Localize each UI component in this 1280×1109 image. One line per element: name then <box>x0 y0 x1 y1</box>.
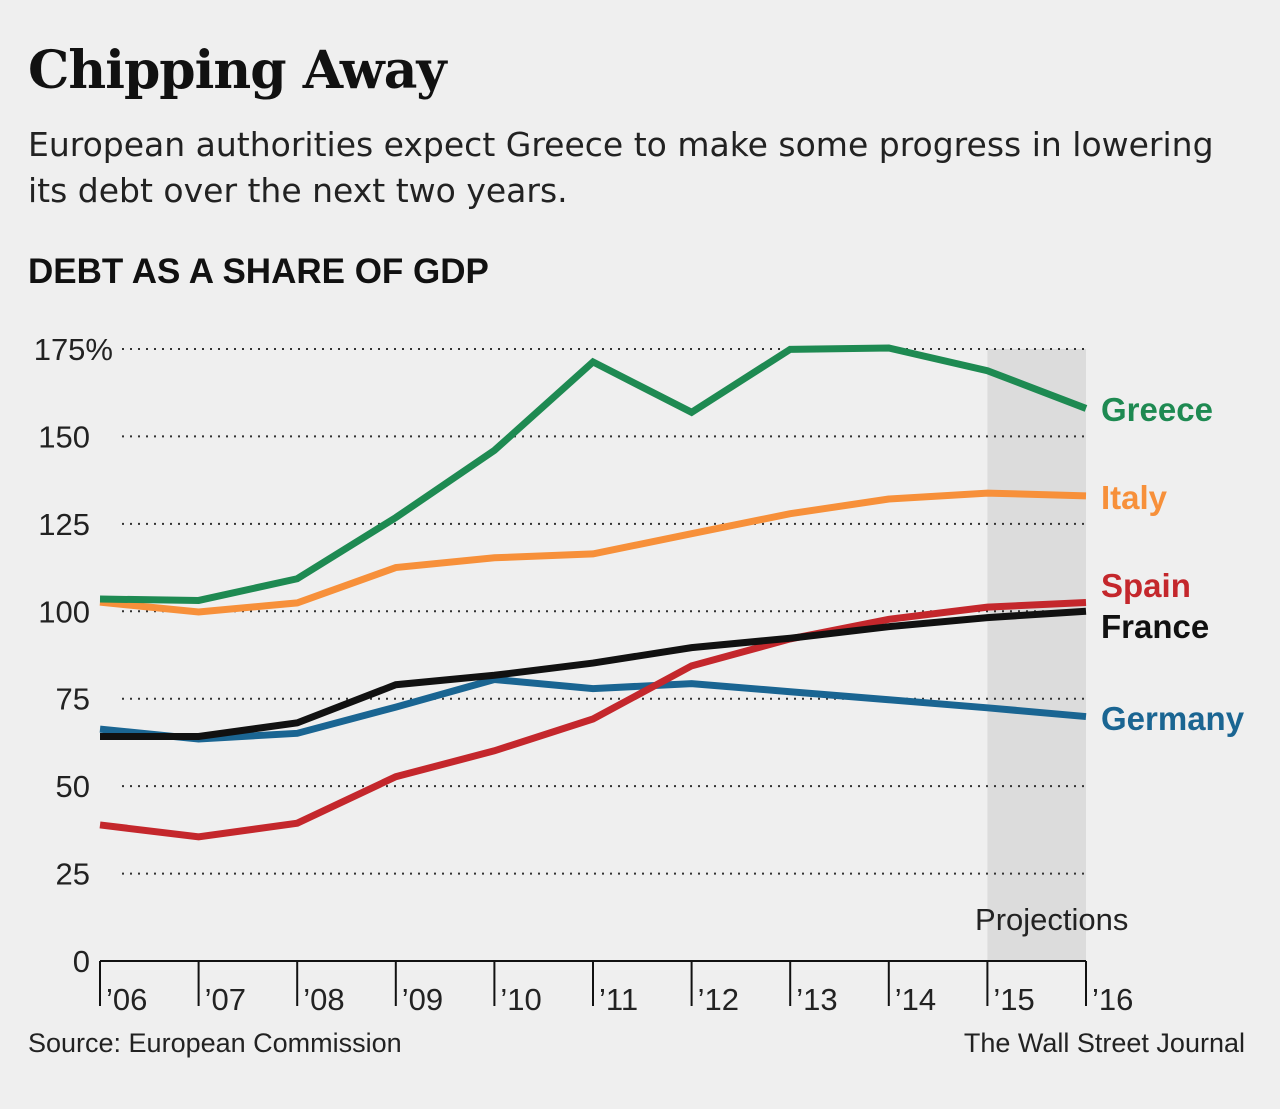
series-line-italy <box>99 489 1087 616</box>
x-tick-label: ’12 <box>698 982 739 1017</box>
projection-label: Projections <box>975 902 1128 937</box>
chart-subtitle: European authorities expect Greece to ma… <box>28 125 1214 210</box>
series-line-germany <box>99 675 1087 743</box>
projection-band <box>987 349 1086 961</box>
y-tick-label: 125 <box>38 507 90 542</box>
series-lines <box>99 344 1088 841</box>
x-tick-label: ’07 <box>205 982 246 1017</box>
x-tick-label: ’11 <box>599 982 638 1017</box>
y-tick-labels: 0 25 50 75 100 125 150 175% <box>34 332 113 979</box>
series-label-spain: Spain <box>1101 567 1191 604</box>
chart-title: Chipping Away <box>28 40 447 101</box>
series-label-italy: Italy <box>1101 479 1168 516</box>
series-label-germany: Germany <box>1101 700 1245 737</box>
x-tick-label: ’08 <box>303 982 344 1017</box>
series-labels: Greece Italy Spain France Germany <box>1101 391 1245 737</box>
series-line-france <box>100 607 1087 740</box>
y-tick-label: 75 <box>56 682 90 717</box>
series-label-france: France <box>1101 608 1209 645</box>
source-note: Source: European Commission <box>28 1028 402 1058</box>
gridlines <box>122 348 1086 875</box>
x-tick-label: ’13 <box>796 982 837 1017</box>
x-tick-label: ’16 <box>1092 982 1133 1017</box>
x-tick-label: ’06 <box>106 982 147 1017</box>
axes <box>99 960 1087 1006</box>
series-line-greece <box>99 344 1088 604</box>
x-tick-label: ’15 <box>993 982 1034 1017</box>
x-tick-label: ’14 <box>895 982 936 1017</box>
y-tick-label: 175% <box>34 332 113 367</box>
credit-note: The Wall Street Journal <box>963 1028 1245 1058</box>
y-tick-label: 100 <box>38 594 90 629</box>
x-tick-label: ’10 <box>500 982 541 1017</box>
series-label-greece: Greece <box>1101 391 1213 428</box>
chart-label: DEBT AS A SHARE OF GDP <box>28 252 489 291</box>
x-tick-labels: ’06 ’07 ’08 ’09 ’10 ’11 ’12 ’13 ’14 ’15 ’16 <box>106 982 1133 1017</box>
y-tick-label: 25 <box>56 857 90 892</box>
x-tick-label: ’09 <box>402 982 443 1017</box>
y-tick-label: 0 <box>73 944 90 979</box>
y-tick-label: 50 <box>56 769 90 804</box>
series-line-spain <box>99 599 1087 841</box>
y-tick-label: 150 <box>38 419 90 454</box>
